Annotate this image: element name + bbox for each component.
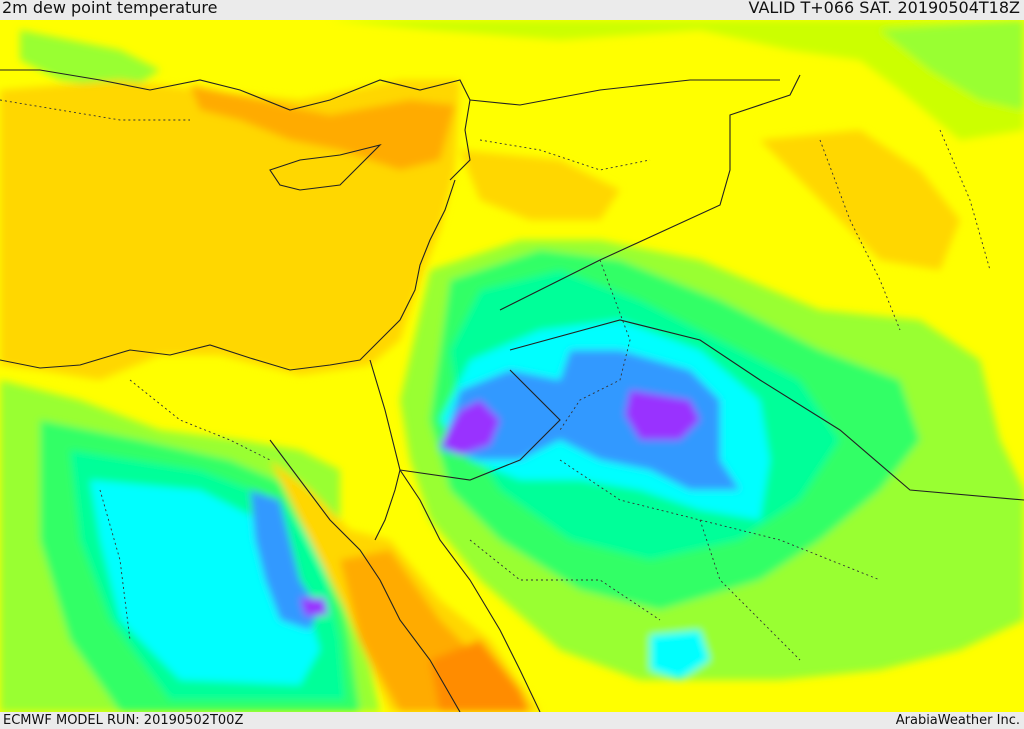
field-azure-arabia — [440, 350, 740, 490]
footer-bar: ECMWF MODEL RUN: 20190502T00Z ArabiaWeat… — [0, 712, 1024, 729]
field-violet-arabia — [625, 390, 700, 440]
field-violet-egypt — [300, 598, 328, 616]
coastline-med-south — [0, 179, 456, 371]
border-turkey-syria — [469, 79, 780, 106]
province-line-1 — [559, 259, 631, 431]
borders-layer — [0, 69, 1024, 712]
province-line-3 — [699, 519, 801, 661]
province-line-9 — [479, 139, 651, 171]
model-run: ECMWF MODEL RUN: 20190502T00Z — [3, 713, 244, 728]
field-amber-iraq — [760, 130, 960, 270]
province-line-5 — [129, 379, 271, 461]
field-green-northeast — [880, 20, 1024, 110]
province-line-10 — [0, 99, 190, 121]
field-green-northwest — [20, 30, 160, 90]
field-deep-orange-redsea — [430, 640, 530, 712]
coastline-redsea-west — [269, 439, 461, 712]
cyprus — [269, 143, 382, 191]
header-bar: 2m dew point temperature VALID T+066 SAT… — [0, 0, 1024, 20]
province-line-4 — [469, 539, 661, 621]
border-saudi-jordan — [509, 319, 1024, 501]
coastline-turkey — [0, 69, 471, 181]
field-amber-levant — [460, 150, 620, 220]
map-title: 2m dew point temperature — [2, 0, 218, 17]
field-amber-mediterranean — [0, 80, 460, 380]
province-line-8 — [939, 129, 991, 271]
field-azure-egypt — [250, 490, 320, 630]
credit: ArabiaWeather Inc. — [895, 713, 1020, 728]
valid-time: VALID T+066 SAT. 20190504T18Z — [748, 0, 1020, 17]
field-violet-jordan — [440, 400, 500, 455]
province-lines — [0, 99, 991, 661]
field-cyan-south — [650, 630, 710, 680]
field-dark-amber-mediterranean — [190, 85, 455, 170]
dew-point-map — [0, 20, 1024, 712]
border-egypt-israel — [399, 369, 561, 481]
map-canvas[interactable] — [0, 20, 1024, 712]
province-line-6 — [99, 489, 131, 641]
coastline-redsea-east — [399, 469, 541, 712]
